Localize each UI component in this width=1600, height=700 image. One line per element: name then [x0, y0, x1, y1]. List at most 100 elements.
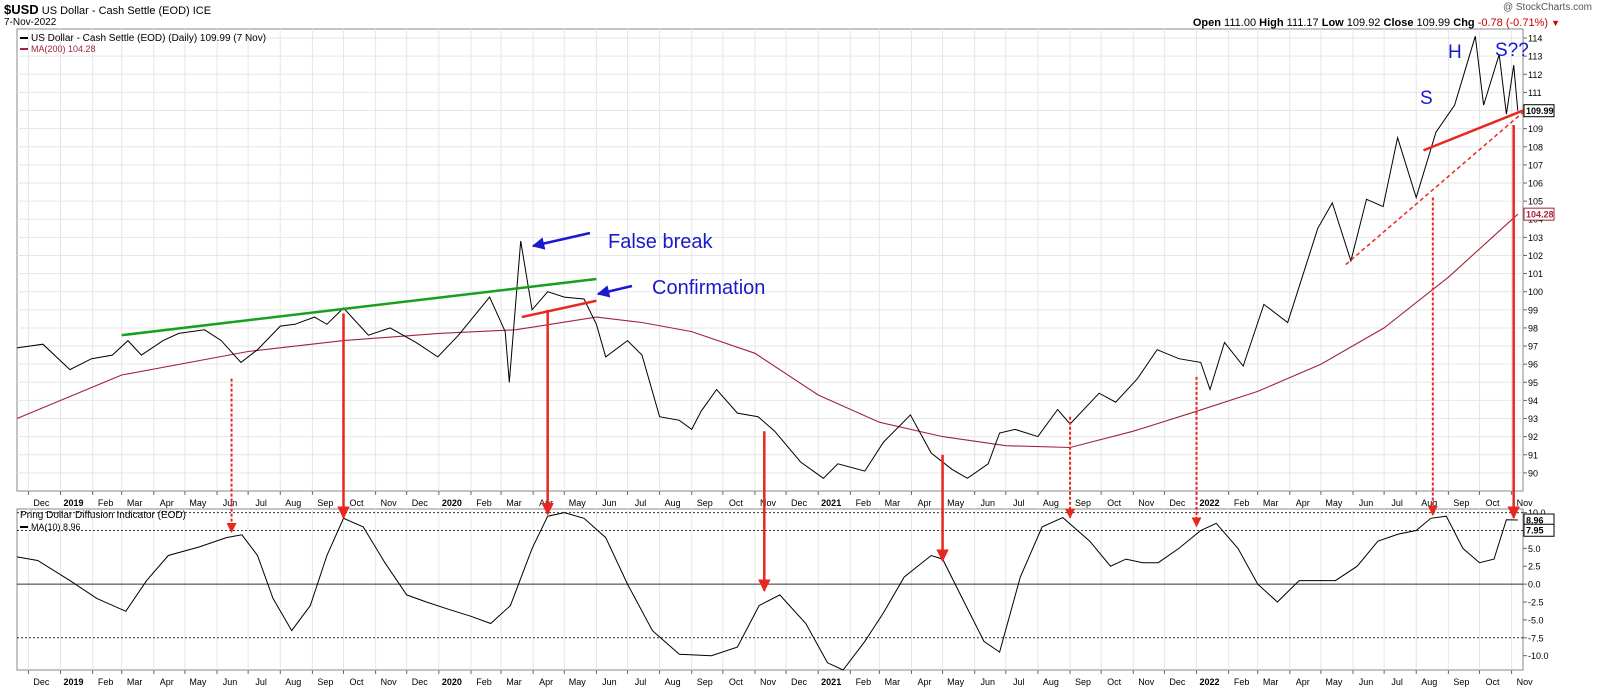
x-tick-label: Nov: [1517, 498, 1534, 508]
x-tick-label: Jul: [1391, 677, 1403, 687]
y-tick-label: 114: [1528, 34, 1542, 44]
legend-ma-text: MA(200) 104.28: [31, 44, 96, 54]
last-ind-ref-label-box: [1523, 523, 1555, 537]
price-y-axis: 9091929394959697989910010110210310410510…: [1523, 34, 1543, 478]
label-confirmation: Confirmation: [652, 277, 765, 299]
x-tick-label: Dec: [33, 677, 50, 687]
x-tick-label: Dec: [1169, 677, 1186, 687]
y-tick-label: -7.5: [1528, 633, 1544, 643]
x-tick-label: Jul: [635, 677, 647, 687]
x-tick-label: Jul: [1391, 498, 1403, 508]
x-tick-label: Nov: [381, 498, 398, 508]
x-tick-label: May: [189, 677, 207, 687]
low-label: Low: [1321, 17, 1344, 29]
y-tick-label: 111: [1528, 88, 1542, 98]
indicator-x-axis: Dec 2019 Feb Mar Apr May Jun Jul Aug Sep Oct Nov Dec…: [27, 670, 1534, 687]
price-x-axis: Dec 2019 Feb Mar Apr May Jun Jul Aug Sep Oct Nov Dec…: [27, 491, 1534, 508]
y-tick-label: 95: [1528, 378, 1538, 388]
ma200-line: [16, 213, 1519, 449]
x-tick-label: Feb: [476, 498, 492, 508]
x-tick-label: Aug: [1421, 498, 1437, 508]
x-tick-label: Apr: [917, 498, 931, 508]
x-tick-label: Jun: [980, 498, 995, 508]
ohlc-readout: Open 111.00 High 111.17 Low 109.92 Close…: [1193, 17, 1560, 29]
down-triangle-icon: ▼: [1551, 18, 1560, 28]
x-tick-label: 2020: [442, 498, 462, 508]
x-tick-label: 2022: [1199, 498, 1219, 508]
x-tick-label: Jun: [223, 677, 238, 687]
x-tick-label: Mar: [127, 677, 143, 687]
y-tick-label: 98: [1528, 323, 1538, 333]
x-tick-label: Apr: [160, 677, 174, 687]
blue-arrow-confirmation: [596, 284, 633, 298]
x-tick-label: May: [569, 677, 587, 687]
x-tick-label: Jul: [1013, 498, 1025, 508]
x-tick-label: Sep: [1075, 498, 1091, 508]
x-tick-label: Sep: [317, 677, 333, 687]
x-tick-label: Jul: [255, 677, 267, 687]
close-label: Close: [1383, 17, 1414, 29]
label-head: H: [1448, 42, 1462, 63]
x-tick-label: Apr: [1296, 677, 1310, 687]
gridlines: [17, 29, 1523, 670]
red-dashed-trendline: [1345, 111, 1524, 266]
y-tick-label: 102: [1528, 251, 1543, 261]
x-tick-label: Nov: [1517, 677, 1534, 687]
x-tick-label: Oct: [349, 677, 364, 687]
y-tick-label: 108: [1528, 142, 1543, 152]
red-neckline-2022: [1423, 109, 1524, 152]
x-tick-label: Dec: [1169, 498, 1186, 508]
x-tick-label: Oct: [1107, 498, 1122, 508]
x-tick-label: 2019: [64, 498, 84, 508]
y-tick-label: 113: [1528, 52, 1542, 62]
last-ma-label: 104.28: [1523, 207, 1555, 221]
x-tick-label: Nov: [760, 498, 777, 508]
high-value: 111.17: [1286, 17, 1319, 29]
x-tick-label: 2021: [821, 498, 841, 508]
indicator-legend: Pring Dollar Diffusion Indicator (EOD)MA…: [20, 510, 186, 532]
x-tick-label: Feb: [856, 677, 872, 687]
x-tick-label: Sep: [697, 498, 713, 508]
x-tick-label: Sep: [1453, 498, 1469, 508]
x-tick-label: Dec: [791, 498, 808, 508]
x-tick-label: Nov: [1138, 498, 1155, 508]
x-tick-label: Oct: [349, 498, 364, 508]
y-tick-label: 97: [1528, 342, 1538, 352]
y-tick-label: 0.0: [1528, 580, 1541, 590]
x-tick-label: 2021: [821, 677, 841, 687]
chg-label: Chg: [1453, 17, 1475, 29]
x-tick-label: Mar: [1263, 677, 1279, 687]
x-tick-label: Jun: [980, 677, 995, 687]
x-tick-label: Aug: [1043, 677, 1059, 687]
x-tick-label: May: [947, 498, 965, 508]
annotations: [121, 109, 1524, 592]
x-tick-label: Dec: [33, 498, 50, 508]
y-tick-label: 106: [1528, 179, 1543, 189]
x-tick-label: Mar: [506, 498, 522, 508]
last-price-label: 109.99: [1523, 104, 1555, 118]
x-tick-label: Nov: [1138, 677, 1155, 687]
y-tick-label: 101: [1528, 269, 1543, 279]
legend-indicator-ma-text: MA(10) 8.96: [31, 522, 81, 532]
last-price-label-text: 109.99: [1526, 106, 1554, 116]
x-tick-label: Apr: [539, 677, 553, 687]
price-line: [16, 36, 1519, 479]
label-left-shoulder: S: [1420, 88, 1433, 109]
label-false-break: False break: [608, 231, 713, 253]
x-tick-label: Dec: [791, 677, 808, 687]
x-tick-label: May: [1325, 498, 1343, 508]
y-tick-label: 109: [1528, 124, 1543, 134]
chart-date: 7-Nov-2022: [4, 17, 57, 28]
x-tick-label: Aug: [1043, 498, 1059, 508]
x-tick-label: 2020: [442, 677, 462, 687]
x-tick-label: Apr: [160, 498, 174, 508]
diffusion-ma-line: [16, 512, 1518, 671]
x-tick-label: Jun: [1359, 677, 1374, 687]
x-tick-label: Sep: [697, 677, 713, 687]
y-tick-label: 112: [1528, 70, 1542, 80]
last-ma-label-box: [1523, 207, 1555, 221]
x-tick-label: Apr: [539, 498, 553, 508]
x-tick-label: Dec: [412, 498, 429, 508]
